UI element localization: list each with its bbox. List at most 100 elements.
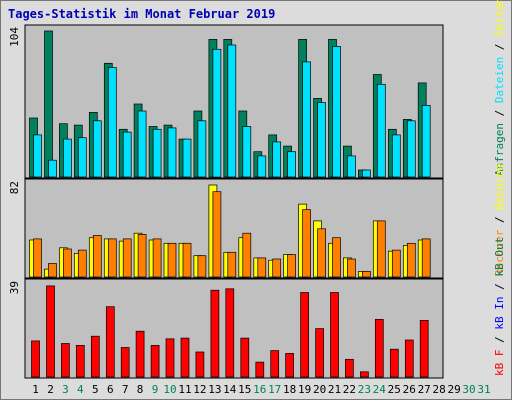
bar-kb-f-day-4 xyxy=(75,345,85,378)
bars-layer xyxy=(29,30,431,378)
bar-rechner-day-10 xyxy=(167,242,177,278)
bar-rechner-day-6 xyxy=(107,238,117,278)
x-tick-label-day-7: 7 xyxy=(122,383,129,396)
x-tick-label-day-11: 11 xyxy=(178,383,191,396)
bar-dateien-day-1 xyxy=(33,134,42,178)
bar-kb-f-day-5 xyxy=(90,335,100,378)
bar-dateien-day-5 xyxy=(92,120,102,178)
bar-kb-f-day-23 xyxy=(360,371,369,378)
x-tick-label-day-21: 21 xyxy=(328,383,341,396)
panel-2-legend: Rechner / Besuche xyxy=(493,163,506,276)
x-tick-label-day-6: 6 xyxy=(107,383,114,396)
bar-kb-f-day-27 xyxy=(419,320,429,378)
x-tick-label-day-17: 17 xyxy=(268,383,281,396)
bar-kb-f-day-15 xyxy=(240,337,250,378)
bar-dateien-day-20 xyxy=(317,102,326,178)
legend-entry: Anfragen xyxy=(493,123,506,176)
bar-rechner-day-1 xyxy=(33,238,42,278)
bar-dateien-day-11 xyxy=(182,138,192,178)
x-tick-label-day-3: 3 xyxy=(62,383,69,396)
panel-1-max-label: 104 xyxy=(8,27,21,47)
bar-kb-f-day-11 xyxy=(180,337,190,378)
x-tick-label-day-18: 18 xyxy=(283,383,296,396)
bar-rechner-day-24 xyxy=(376,220,386,278)
bar-rechner-day-23 xyxy=(362,271,371,278)
bar-kb-f-day-13 xyxy=(210,289,220,378)
legend-entry: kB In xyxy=(493,297,506,330)
bar-dateien-day-23 xyxy=(362,169,371,178)
x-tick-label-day-19: 19 xyxy=(298,383,311,396)
legend-entry: kB Out xyxy=(493,237,506,277)
bar-dateien-day-7 xyxy=(122,131,132,178)
legend-entry: / xyxy=(493,330,506,350)
bar-rechner-day-8 xyxy=(137,234,147,278)
x-tick-label-day-1: 1 xyxy=(32,383,39,396)
bar-dateien-day-13 xyxy=(212,48,222,178)
bar-kb-f-day-22 xyxy=(345,358,354,378)
bar-kb-f-day-7 xyxy=(120,347,130,378)
x-tick-label-day-24: 24 xyxy=(373,383,387,396)
panel-3-legend: kB F / kB In / kB Out xyxy=(493,237,506,376)
x-tick-label-day-28: 28 xyxy=(432,383,445,396)
bar-dateien-day-15 xyxy=(242,126,252,178)
bar-dateien-day-26 xyxy=(406,120,416,178)
bar-kb-f-day-20 xyxy=(315,328,324,378)
bar-rechner-day-26 xyxy=(406,242,416,278)
legend-entry: / xyxy=(493,103,506,123)
bar-kb-f-day-17 xyxy=(270,350,280,378)
bar-rechner-day-4 xyxy=(77,249,87,278)
bar-kb-f-day-18 xyxy=(285,353,294,378)
bar-dateien-day-6 xyxy=(107,67,117,178)
x-tick-label-day-25: 25 xyxy=(388,383,401,396)
bar-dateien-day-14 xyxy=(227,44,237,178)
bar-rechner-day-19 xyxy=(302,209,311,278)
x-tick-label-day-14: 14 xyxy=(223,383,237,396)
bar-dateien-day-9 xyxy=(152,128,162,178)
bar-dateien-day-4 xyxy=(77,137,87,178)
bar-dateien-day-27 xyxy=(421,105,431,178)
bar-dateien-day-25 xyxy=(391,134,401,178)
x-tick-label-day-31: 31 xyxy=(477,383,490,396)
bar-kb-f-day-10 xyxy=(165,338,175,378)
x-tick-label-day-30: 30 xyxy=(462,383,475,396)
panel-2-max-label: 82 xyxy=(8,181,21,194)
x-tick-label-day-10: 10 xyxy=(163,383,176,396)
bar-rechner-day-16 xyxy=(257,257,267,278)
x-tick-label-day-12: 12 xyxy=(193,383,206,396)
bar-rechner-day-12 xyxy=(197,255,207,278)
bar-kb-f-day-6 xyxy=(105,306,115,378)
bar-kb-f-day-16 xyxy=(255,361,265,378)
bar-kb-f-day-8 xyxy=(135,330,145,378)
panel-1-legend: Anfragen / Dateien / Seiten xyxy=(493,0,506,176)
x-tick-label-day-16: 16 xyxy=(253,383,266,396)
bar-dateien-day-10 xyxy=(167,127,177,178)
bar-rechner-day-13 xyxy=(212,191,222,278)
bar-dateien-day-18 xyxy=(287,151,296,178)
bar-rechner-day-15 xyxy=(242,232,252,278)
bar-anfragen-day-2 xyxy=(44,30,53,178)
bar-kb-f-day-12 xyxy=(195,351,205,378)
bar-kb-f-day-21 xyxy=(330,292,339,378)
bar-dateien-day-3 xyxy=(63,138,72,178)
x-tick-label-day-5: 5 xyxy=(92,383,99,396)
bar-kb-f-day-14 xyxy=(225,288,235,378)
bar-dateien-day-21 xyxy=(332,46,341,178)
x-tick-label-day-23: 23 xyxy=(358,383,371,396)
x-tick-label-day-15: 15 xyxy=(238,383,251,396)
bar-dateien-day-16 xyxy=(257,155,267,178)
bar-rechner-day-27 xyxy=(421,238,431,278)
bar-kb-f-day-24 xyxy=(374,319,384,378)
bar-rechner-day-20 xyxy=(317,228,326,278)
bar-kb-f-day-1 xyxy=(31,340,40,378)
bar-kb-f-day-19 xyxy=(300,292,309,378)
bar-rechner-day-14 xyxy=(227,251,237,278)
bar-rechner-day-7 xyxy=(122,238,132,278)
x-tick-label-day-26: 26 xyxy=(403,383,416,396)
bar-rechner-day-11 xyxy=(182,242,192,278)
bar-rechner-day-5 xyxy=(92,235,102,278)
panel-3-max-label: 39 xyxy=(8,281,21,294)
bar-dateien-day-8 xyxy=(137,110,147,178)
bar-dateien-day-2 xyxy=(48,159,57,178)
legend-entry: / xyxy=(493,37,506,57)
bar-kb-f-day-2 xyxy=(46,285,55,378)
